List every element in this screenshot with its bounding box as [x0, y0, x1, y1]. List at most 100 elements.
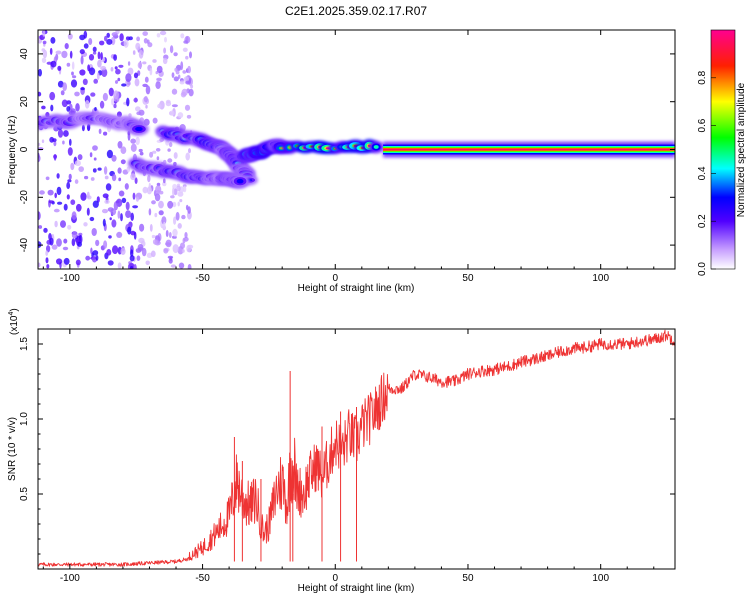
spectrogram-noise-speck	[113, 54, 117, 61]
spectrogram-noise-speck	[177, 201, 180, 207]
spectrogram-noise-speck	[71, 61, 75, 70]
ridge-core	[383, 148, 675, 151]
spectrogram-noise-speck	[68, 173, 72, 180]
ridge-blob-core	[373, 145, 379, 149]
colorbar-tick-label: 0.0	[697, 262, 708, 276]
spectrogram-noise-speck	[187, 65, 192, 74]
spectrogram-noise-speck	[175, 211, 180, 221]
ridge-blob-core	[236, 178, 244, 184]
spectrogram-noise-speck	[81, 124, 85, 132]
spectrogram-ylabel: Frequency (Hz)	[7, 116, 18, 185]
spectrogram-noise-speck	[167, 158, 173, 163]
spectrogram-noise-speck	[173, 216, 177, 225]
spectrogram-noise-speck	[41, 139, 45, 143]
spectrogram-noise-speck	[133, 264, 137, 269]
spectrogram-xtick-label: -50	[195, 273, 210, 284]
spectrogram-ytick-label: -40	[19, 237, 30, 252]
spectrogram-noise-speck	[125, 201, 130, 211]
spectrogram-noise-speck	[86, 207, 90, 216]
spectrogram-panel: -100 -50 0 50 100 -40 -20 0 20 40 Height of strai…	[7, 29, 676, 294]
spectrogram-noise-speck	[120, 146, 127, 154]
spectrogram-noise-speck	[171, 72, 175, 78]
spectrogram-noise-speck	[182, 47, 188, 52]
spectrogram-noise-speck	[172, 201, 177, 208]
spectrogram-noise-speck	[56, 186, 62, 196]
spectrogram-noise-speck	[114, 66, 118, 70]
spectrogram-noise-speck	[97, 59, 102, 68]
spectrogram-noise-speck	[134, 78, 140, 87]
spectrogram-noise-speck	[77, 241, 82, 247]
spectrogram-noise-speck	[70, 199, 76, 205]
snr-xtick-label: 0	[332, 573, 338, 584]
spectrogram-noise-speck	[67, 33, 73, 40]
spectrogram-noise-speck	[181, 88, 188, 96]
snr-plot-area	[38, 329, 675, 567]
spectrogram-noise-speck	[90, 92, 96, 97]
spectrogram-noise-speck	[42, 49, 48, 59]
spectrogram-noise-speck	[169, 142, 173, 148]
spectrogram-noise-speck	[115, 200, 120, 204]
spectrogram-noise-speck	[135, 106, 141, 112]
snr-xtick-label: -50	[195, 573, 210, 584]
spectrogram-noise-speck	[163, 47, 167, 54]
snr-xtick-label: -100	[60, 573, 80, 584]
spectrogram-noise-speck	[88, 38, 93, 45]
spectrogram-noise-speck	[99, 40, 105, 46]
spectrogram-noise-speck	[132, 50, 136, 55]
spectrogram-noise-speck	[120, 159, 126, 165]
spectrogram-noise-speck	[49, 91, 56, 101]
spectrogram-noise-speck	[93, 157, 97, 161]
spectrogram-noise-speck	[189, 51, 192, 59]
spectrogram-noise-speck	[74, 91, 80, 97]
spectrogram-noise-speck	[104, 199, 110, 204]
spectrogram-noise-speck	[102, 92, 108, 102]
spectrogram-noise-speck	[152, 59, 157, 63]
spectrogram-noise-speck	[102, 208, 107, 213]
spectrogram-noise-speck	[41, 48, 46, 52]
spectrogram-noise-speck	[117, 262, 122, 269]
spectrogram-noise-speck	[165, 239, 172, 248]
spectrogram-noise-speck	[74, 160, 81, 167]
spectrogram-noise-speck	[79, 49, 85, 55]
spectrogram-noise-speck	[111, 219, 117, 228]
spectrogram-noise-speck	[104, 175, 109, 180]
spectrogram-noise-speck	[124, 183, 129, 190]
spectrogram-noise-speck	[163, 178, 166, 184]
spectrogram-noise-speck	[54, 220, 58, 228]
spectrogram-noise-speck	[38, 262, 41, 268]
spectrogram-noise-speck	[78, 166, 84, 173]
spectrogram-noise-speck	[148, 182, 151, 192]
spectrogram-noise-speck	[63, 203, 68, 211]
spectrogram-noise-speck	[164, 36, 167, 43]
spectrogram-noise-speck	[106, 149, 113, 159]
spectrogram-noise-speck	[169, 45, 174, 54]
spectrogram-noise-speck	[167, 148, 171, 152]
snr-panel: -100 -50 0 50 100 0.5 1.0 1.5 Height of straigh…	[7, 308, 676, 594]
spectrogram-noise-speck	[143, 96, 148, 103]
spectrogram-noise-speck	[137, 244, 144, 251]
spectrogram-noise-speck	[161, 216, 167, 225]
spectrogram-xtick-label: 50	[462, 273, 474, 284]
spectrogram-noise-speck	[62, 246, 69, 251]
spectrogram-noise-speck	[108, 87, 114, 97]
spectrogram-noise-speck	[70, 162, 75, 171]
spectrogram-noise-speck	[158, 200, 164, 209]
spectrogram-noise-speck	[128, 113, 132, 118]
spectrogram-noise-speck	[139, 223, 145, 232]
spectrogram-noise-speck	[143, 118, 150, 126]
spectrogram-noise-speck	[152, 117, 158, 124]
spectrogram-noise-speck	[100, 66, 107, 71]
spectrogram-noise-speck	[92, 200, 99, 208]
spectrogram-noise-speck	[92, 145, 98, 151]
spectrogram-noise-speck	[109, 217, 112, 221]
spectrogram-noise-speck	[170, 264, 176, 268]
spectrogram-noise-speck	[183, 40, 188, 44]
spectrogram-noise-speck	[132, 205, 139, 209]
colorbar-tick-label: 0.8	[697, 70, 708, 84]
colorbar-gradient	[710, 29, 736, 270]
spectrogram-noise-speck	[41, 57, 47, 63]
spectrogram-noise-speck	[66, 106, 71, 112]
snr-ylabel: SNR (10 * v/v)	[7, 417, 18, 481]
spectrogram-noise-speck	[56, 173, 60, 179]
spectrogram-noise-speck	[92, 46, 97, 53]
